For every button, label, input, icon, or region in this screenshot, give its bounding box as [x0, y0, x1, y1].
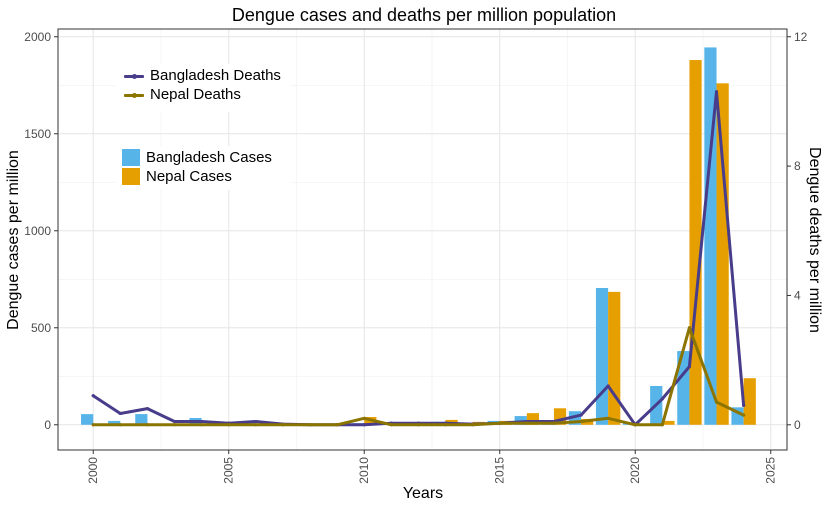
- point-bangladesh-deaths: [606, 384, 610, 388]
- y-left-tick-label: 500: [31, 321, 51, 335]
- point-nepal-deaths: [281, 423, 285, 427]
- y-axis-left-title: Dengue cases per million: [5, 150, 22, 330]
- bar-bangladesh-cases: [704, 47, 717, 425]
- y-left-tick-label: 1500: [24, 127, 51, 141]
- point-nepal-deaths: [742, 413, 746, 417]
- point-nepal-deaths: [471, 423, 475, 427]
- point-bangladesh-deaths: [579, 413, 583, 417]
- point-nepal-deaths: [389, 423, 393, 427]
- point-nepal-deaths: [714, 400, 719, 404]
- point-nepal-deaths: [362, 416, 366, 420]
- point-bangladesh-deaths: [254, 419, 258, 424]
- point-bangladesh-deaths: [714, 90, 719, 94]
- point-nepal-deaths: [416, 423, 421, 427]
- point-nepal-deaths: [91, 423, 95, 427]
- legend-label-bangladesh-cases: Bangladesh Cases: [146, 149, 272, 166]
- y-left-tick-label: 0: [44, 418, 51, 432]
- bar-nepal-cases: [689, 60, 702, 425]
- x-tick-label: 2025: [764, 457, 778, 484]
- point-bangladesh-deaths: [660, 397, 664, 401]
- point-nepal-deaths: [579, 419, 583, 424]
- x-axis-title: Years: [402, 485, 444, 502]
- legend-key-bangladesh-deaths: [124, 69, 144, 83]
- legend-key-bangladesh-cases: [122, 149, 140, 166]
- plot-border: [57, 28, 788, 451]
- legend-label-nepal-cases: Nepal Cases: [146, 168, 232, 185]
- point-nepal-deaths: [633, 423, 637, 427]
- legend-bars: Bangladesh Cases Nepal Cases: [116, 146, 291, 190]
- legend-lines: Bangladesh Deaths Nepal Deaths: [116, 64, 291, 112]
- x-tick-label: 2020: [628, 457, 642, 484]
- point-bangladesh-deaths: [118, 411, 122, 416]
- y-right-tick-label: 8: [794, 159, 801, 173]
- point-nepal-deaths: [200, 423, 204, 427]
- point-bangladesh-deaths: [91, 394, 95, 398]
- point-nepal-deaths: [687, 326, 692, 330]
- x-tick-label: 2000: [86, 457, 100, 484]
- point-nepal-deaths: [118, 423, 122, 427]
- bar-nepal-cases: [526, 413, 540, 425]
- point-nepal-deaths: [308, 423, 312, 427]
- point-nepal-deaths: [552, 421, 556, 425]
- legend-label-bangladesh-deaths: Bangladesh Deaths: [150, 67, 281, 84]
- bar-bangladesh-cases: [595, 288, 609, 425]
- x-tick-label: 2015: [493, 457, 507, 484]
- chart-title: Dengue cases and deaths per million popu…: [231, 5, 617, 25]
- point-nepal-deaths: [172, 423, 177, 427]
- legend-key-nepal-deaths: [124, 88, 144, 102]
- bar-nepal-cases: [716, 83, 729, 425]
- point-nepal-deaths: [227, 423, 231, 427]
- point-nepal-deaths: [660, 423, 664, 427]
- y-right-tick-label: 0: [794, 418, 801, 432]
- point-nepal-deaths: [335, 423, 339, 427]
- y-left-tick-label: 2000: [24, 30, 51, 44]
- bar-nepal-cases: [608, 291, 621, 425]
- point-nepal-deaths: [606, 416, 610, 420]
- bar-nepal-cases: [662, 420, 675, 425]
- point-bangladesh-deaths: [172, 419, 177, 424]
- point-nepal-deaths: [498, 421, 502, 425]
- x-tick-label: 2010: [357, 457, 371, 484]
- legend-label-nepal-deaths: Nepal Deaths: [150, 86, 241, 103]
- point-nepal-deaths: [254, 423, 258, 427]
- point-nepal-deaths: [145, 423, 150, 427]
- point-bangladesh-deaths: [742, 403, 746, 407]
- point-nepal-deaths: [443, 423, 448, 427]
- point-bangladesh-deaths: [362, 423, 366, 427]
- x-tick-label: 2005: [222, 457, 236, 484]
- bar-bangladesh-cases: [108, 420, 121, 425]
- y-left-tick-label: 1000: [24, 224, 51, 238]
- point-bangladesh-deaths: [145, 407, 150, 411]
- legend-item-nepal-cases: Nepal Cases: [122, 167, 291, 186]
- bar-bangladesh-cases: [135, 414, 148, 425]
- legend-item-nepal-deaths: Nepal Deaths: [124, 85, 291, 104]
- legend-item-bangladesh-deaths: Bangladesh Deaths: [124, 66, 291, 85]
- legend-item-bangladesh-cases: Bangladesh Cases: [122, 148, 291, 167]
- point-nepal-deaths: [525, 421, 529, 425]
- bar-nepal-cases: [743, 378, 756, 425]
- y-right-tick-label: 4: [794, 288, 801, 302]
- legend-key-nepal-cases: [122, 168, 140, 185]
- y-axis-right-title: Dengue deaths per million: [806, 147, 823, 333]
- point-bangladesh-deaths: [687, 364, 692, 369]
- y-right-tick-label: 12: [794, 30, 808, 44]
- point-bangladesh-deaths: [200, 419, 204, 424]
- bar-bangladesh-cases: [81, 414, 94, 425]
